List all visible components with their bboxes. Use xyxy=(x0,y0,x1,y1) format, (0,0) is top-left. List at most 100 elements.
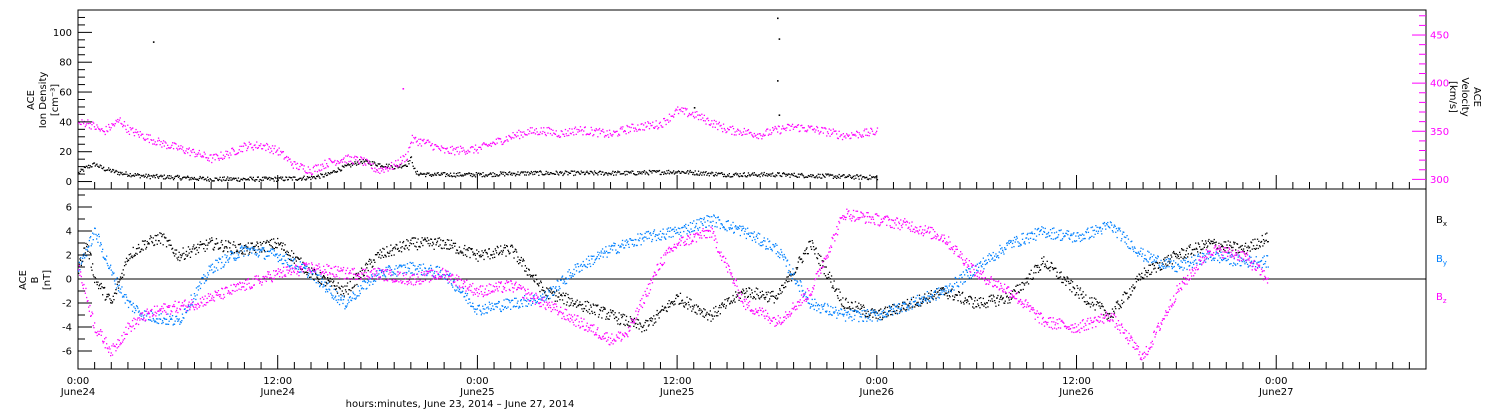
velocity-point-663 xyxy=(630,131,631,132)
bx-point-773 xyxy=(593,304,594,305)
bx-point-998 xyxy=(742,289,743,290)
bx-point-1782 xyxy=(1264,241,1265,242)
by-point-780 xyxy=(597,252,598,253)
density-point-552 xyxy=(537,172,538,173)
velocity-point-795 xyxy=(740,131,741,132)
bx-point-59 xyxy=(117,281,118,282)
by-point-675 xyxy=(527,299,528,300)
velocity-point-846 xyxy=(782,125,783,126)
velocity-point-374 xyxy=(389,168,390,169)
by-point-958 xyxy=(716,222,717,223)
by-point-911 xyxy=(684,226,685,227)
bx-point-794 xyxy=(607,313,608,314)
bx-point-1787 xyxy=(1268,241,1269,242)
density-point-688 xyxy=(651,171,652,172)
velocity-point-265 xyxy=(299,169,300,170)
velocity-point-592 xyxy=(571,133,572,134)
by-point-210 xyxy=(218,262,219,263)
density-point-268 xyxy=(301,180,302,181)
by-point-1205 xyxy=(880,319,881,320)
bx-point-1067 xyxy=(788,281,789,282)
velocity-point-385 xyxy=(398,165,399,166)
bx-point-924 xyxy=(693,306,694,307)
by-point-624 xyxy=(493,309,494,310)
velocity-point-446 xyxy=(449,153,450,154)
bx-point-625 xyxy=(494,257,495,258)
by-point-1034 xyxy=(766,248,767,249)
by-point-145 xyxy=(175,321,176,322)
bx-point-1011 xyxy=(751,289,752,290)
bx-point-819 xyxy=(623,324,624,325)
velocity-point-256 xyxy=(291,165,292,166)
bx-point-1692 xyxy=(1204,244,1205,245)
velocity-point-410 xyxy=(419,143,420,144)
velocity-point-367 xyxy=(383,172,384,173)
bx-point-1426 xyxy=(1027,278,1028,279)
bx-point-261 xyxy=(252,243,253,244)
by-point-31 xyxy=(99,236,100,237)
velocity-point-32 xyxy=(105,134,106,135)
bx-point-1373 xyxy=(992,301,993,302)
by-point-323 xyxy=(293,259,294,260)
density-point-764 xyxy=(714,175,715,176)
bx-point-740 xyxy=(571,302,572,303)
velocity-point-629 xyxy=(601,131,602,132)
by-point-992 xyxy=(738,228,739,229)
by-point-619 xyxy=(490,310,491,311)
velocity-point-146 xyxy=(200,154,201,155)
velocity-point-316 xyxy=(341,159,342,160)
velocity-point-734 xyxy=(689,113,690,114)
bx-point-387 xyxy=(336,288,337,289)
by-point-738 xyxy=(569,275,570,276)
bx-point-480 xyxy=(398,248,399,249)
velocity-point-81 xyxy=(145,139,146,140)
bx-point-719 xyxy=(557,301,558,302)
by-point-783 xyxy=(599,252,600,253)
bx-point-1684 xyxy=(1199,246,1200,247)
by-point-218 xyxy=(223,266,224,267)
by-point-433 xyxy=(366,288,367,289)
velocity-point-942 xyxy=(862,134,863,135)
velocity-point-903 xyxy=(829,136,830,137)
by-point-771 xyxy=(591,258,592,259)
density-point-519 xyxy=(510,174,511,175)
by-point-406 xyxy=(348,302,349,303)
bx-point-771 xyxy=(591,311,592,312)
velocity-point-19 xyxy=(94,126,95,127)
by-point-973 xyxy=(726,221,727,222)
bx-point-1737 xyxy=(1234,242,1235,243)
density-point-179 xyxy=(227,176,228,177)
by-point-260 xyxy=(251,252,252,253)
velocity-point-710 xyxy=(669,114,670,115)
density-point-91 xyxy=(154,175,155,176)
density-point-491 xyxy=(487,176,488,177)
by-point-1138 xyxy=(836,310,837,311)
velocity-point-436 xyxy=(441,145,442,146)
by-point-571 xyxy=(458,291,459,292)
by-point-19 xyxy=(91,245,92,246)
by-point-727 xyxy=(562,276,563,277)
velocity-point-455 xyxy=(457,151,458,152)
bx-point-743 xyxy=(573,305,574,306)
velocity-point-666 xyxy=(632,124,633,125)
bx-point-1305 xyxy=(947,295,948,296)
velocity-point-332 xyxy=(354,156,355,157)
bx-point-225 xyxy=(228,241,229,242)
velocity-point-476 xyxy=(474,149,475,150)
density-point-788 xyxy=(734,174,735,175)
by-point-1153 xyxy=(846,312,847,313)
by-point-1213 xyxy=(886,316,887,317)
density-point-500 xyxy=(494,173,495,174)
bx-point-412 xyxy=(352,287,353,288)
by-point-661 xyxy=(518,307,519,308)
by-point-789 xyxy=(603,253,604,254)
by-point-346 xyxy=(308,273,309,274)
density-point-174 xyxy=(223,179,224,180)
bx-point-835 xyxy=(634,318,635,319)
by-point-497 xyxy=(409,268,410,269)
by-point-302 xyxy=(279,260,280,261)
density-point-641 xyxy=(611,173,612,174)
by-point-821 xyxy=(625,241,626,242)
density-point-951 xyxy=(869,175,870,176)
bx-point-1637 xyxy=(1168,255,1169,256)
